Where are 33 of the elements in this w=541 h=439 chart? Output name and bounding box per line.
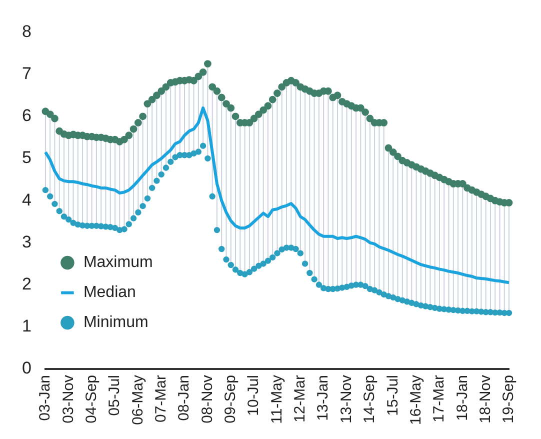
x-tick-label: 17-Mar (430, 374, 448, 422)
x-tick-label: 04-Sep (82, 374, 100, 424)
y-tick-label: 8 (22, 22, 32, 41)
y-tick-label: 0 (22, 358, 32, 378)
x-tick-label: 03-Jan (36, 374, 54, 421)
x-tick-label: 07-Mar (152, 374, 170, 422)
x-tick-label: 06-May (129, 374, 146, 426)
x-tick-label: 09-Sep (222, 374, 240, 424)
y-tick-label: 4 (22, 190, 32, 210)
y-tick-label: 1 (22, 316, 32, 336)
x-tick-label: 05-Jul (106, 374, 124, 416)
x-tick-label: 19-Sep (500, 374, 518, 424)
legend-label: Median (83, 284, 136, 302)
y-tick-label: 7 (22, 64, 32, 83)
x-tick-label: 14-Sep (361, 374, 378, 424)
x-tick-label: 03-Nov (60, 374, 77, 424)
y-tick-label: 6 (22, 106, 32, 126)
x-tick-label: 18-Nov (476, 374, 494, 424)
x-tick-label: 13-Jan (314, 374, 332, 421)
legend-label: Maximum (83, 254, 153, 272)
x-tick-label: 08-Nov (198, 374, 216, 424)
x-tick-label: 18-Jan (454, 374, 471, 421)
y-tick-label: 5 (22, 148, 32, 168)
legend-label: Minimum (83, 314, 148, 332)
x-tick-label: 08-Jan (176, 374, 193, 421)
x-tick-label: 16-May (407, 374, 424, 426)
x-tick-label: 11-May (268, 374, 286, 424)
x-tick-label: 13-Nov (338, 374, 355, 424)
y-tick-label: 2 (22, 274, 32, 294)
x-tick-label: 12-Mar (292, 374, 309, 422)
y-tick-label: 3 (22, 232, 32, 252)
x-tick-label: 10-Jul (245, 374, 262, 416)
x-tick-label: 15-Jul (384, 374, 402, 416)
